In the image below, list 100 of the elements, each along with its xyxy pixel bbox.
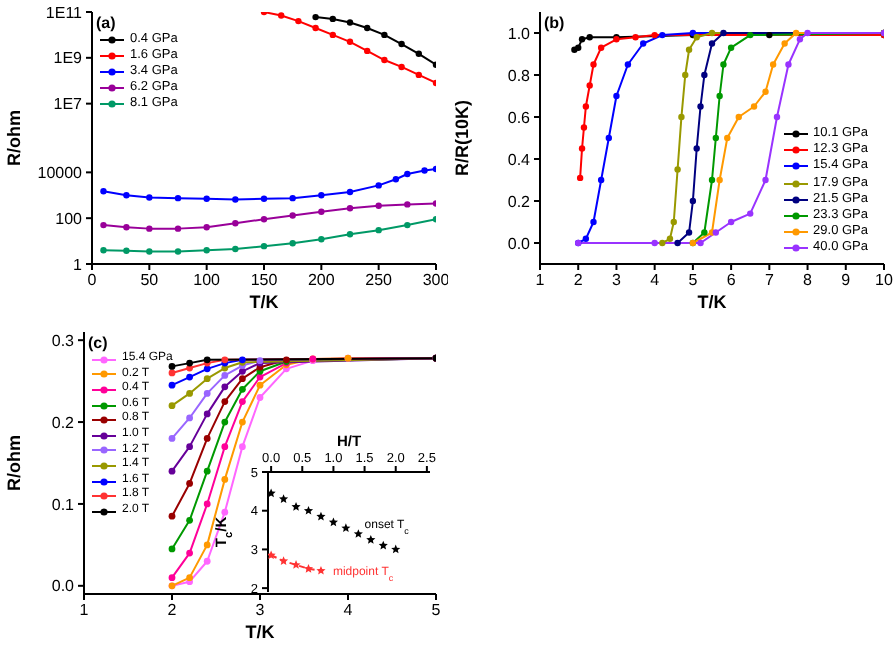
point — [203, 224, 210, 231]
point — [792, 29, 800, 37]
point — [186, 359, 193, 367]
point — [632, 34, 639, 41]
point — [168, 574, 176, 582]
point — [168, 362, 176, 370]
x-axis-title: T/K — [245, 622, 276, 642]
point — [720, 61, 727, 68]
point — [168, 369, 176, 377]
point — [576, 174, 584, 182]
point — [186, 414, 193, 422]
point — [375, 182, 382, 189]
point — [375, 202, 382, 209]
point — [659, 31, 666, 39]
point — [697, 239, 704, 247]
point — [378, 540, 388, 550]
point — [203, 500, 211, 508]
point — [239, 443, 246, 451]
point — [678, 113, 685, 121]
point — [640, 40, 647, 47]
point — [766, 31, 773, 39]
point — [586, 34, 593, 41]
point — [186, 480, 193, 487]
point — [578, 36, 586, 43]
x-tick-label: 250 — [365, 271, 394, 290]
point — [260, 242, 268, 250]
point — [582, 103, 590, 110]
point — [762, 88, 769, 95]
point — [232, 196, 239, 203]
point — [781, 40, 788, 47]
x-tick-label: 5 — [688, 271, 699, 290]
point — [291, 502, 301, 511]
point — [295, 17, 302, 25]
chart-title: (c) — [88, 334, 108, 352]
y-tick-label: 1E7 — [53, 95, 84, 114]
point — [689, 197, 697, 205]
point — [239, 398, 246, 405]
point — [221, 398, 229, 405]
y-tick-label: 0.6 — [507, 108, 532, 127]
point — [289, 212, 296, 219]
y-tick-label: 0.8 — [507, 66, 532, 85]
point — [762, 176, 769, 184]
x-tick-label: 100 — [193, 271, 222, 290]
y-axis-title: R/R(10K) — [452, 99, 472, 177]
point — [716, 92, 723, 100]
point — [203, 410, 211, 418]
point — [670, 218, 677, 226]
y-tick-label: 0.3 — [51, 331, 76, 350]
point — [701, 229, 708, 236]
point — [203, 557, 211, 565]
point — [720, 29, 727, 37]
point — [289, 240, 296, 247]
point — [312, 24, 319, 32]
point — [186, 443, 193, 451]
point — [666, 235, 674, 242]
x-tick-label: 8 — [803, 271, 814, 290]
point — [291, 560, 301, 569]
y-tick-label: 1E9 — [53, 49, 84, 68]
point — [303, 505, 314, 515]
point — [168, 381, 176, 389]
point — [186, 549, 193, 557]
y-tick-label: 0.2 — [51, 413, 76, 432]
point — [605, 134, 612, 142]
point — [168, 512, 176, 520]
point — [727, 218, 735, 226]
point — [404, 221, 411, 229]
point — [613, 92, 620, 100]
point — [186, 364, 193, 372]
point — [392, 176, 400, 183]
point — [421, 167, 428, 174]
point — [232, 220, 239, 227]
point — [168, 545, 176, 553]
point — [329, 15, 336, 23]
x-tick-label: 10 — [875, 271, 894, 290]
point — [375, 226, 382, 234]
point — [708, 29, 716, 37]
point — [312, 13, 319, 21]
point — [123, 192, 130, 199]
point — [174, 225, 182, 232]
y-tick-label: 0.0 — [51, 577, 76, 596]
point — [708, 40, 716, 47]
point — [239, 375, 246, 383]
x-tick-label: 4 — [650, 271, 661, 290]
point — [366, 534, 376, 544]
point — [796, 36, 804, 43]
point — [804, 29, 811, 37]
point — [773, 113, 781, 121]
point — [381, 56, 388, 64]
point — [346, 230, 354, 238]
point — [123, 224, 130, 231]
point — [404, 170, 411, 178]
point — [186, 373, 193, 381]
point — [316, 565, 326, 575]
point — [750, 103, 758, 110]
y-axis-title: R/ohm — [4, 110, 24, 166]
point — [590, 61, 597, 68]
x-tick-label: 9 — [841, 271, 852, 290]
point — [256, 373, 264, 381]
point — [316, 511, 326, 521]
point — [203, 375, 211, 383]
